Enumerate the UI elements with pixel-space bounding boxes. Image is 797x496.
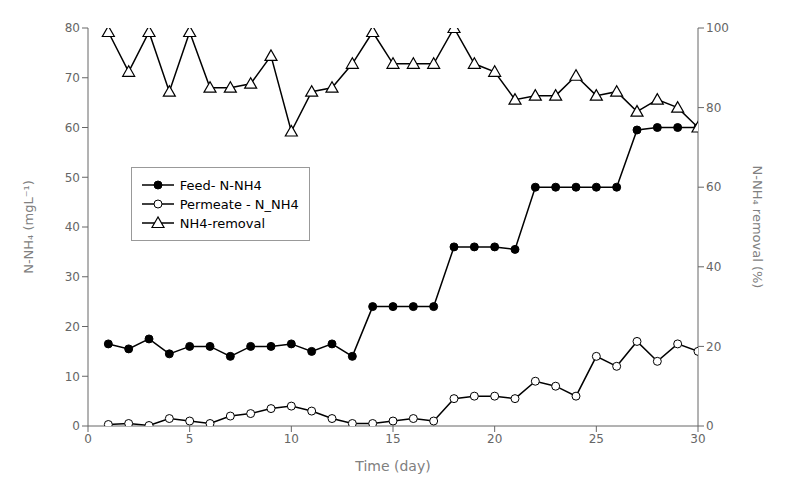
svg-text:60: 60 — [706, 180, 721, 194]
svg-text:5: 5 — [186, 432, 194, 446]
svg-text:100: 100 — [706, 21, 729, 35]
svg-text:60: 60 — [65, 121, 80, 135]
svg-text:70: 70 — [65, 71, 80, 85]
svg-text:20: 20 — [65, 320, 80, 334]
svg-text:30: 30 — [690, 432, 705, 446]
html-text:Feed- N-NH4: Feed- N-NH4 — [179, 177, 262, 193]
svg-text:Time (day): Time (day) — [354, 458, 430, 474]
svg-text:80: 80 — [706, 101, 721, 115]
svg-text:0: 0 — [84, 432, 92, 446]
svg-text:80: 80 — [65, 21, 80, 35]
svg-text:50: 50 — [65, 171, 80, 185]
svg-text:N-NH₄ (mgL⁻¹): N-NH₄ (mgL⁻¹) — [21, 180, 36, 274]
svg-text:0: 0 — [706, 419, 714, 433]
svg-text:20: 20 — [487, 432, 502, 446]
svg-text:20: 20 — [706, 340, 721, 354]
svg-text:25: 25 — [589, 432, 604, 446]
svg-text:30: 30 — [65, 270, 80, 284]
svg-text:15: 15 — [385, 432, 400, 446]
svg-text:40: 40 — [706, 260, 721, 274]
svg-text:10: 10 — [284, 432, 299, 446]
svg-text:0: 0 — [72, 419, 80, 433]
svg-text:40: 40 — [65, 220, 80, 234]
svg-text:N-NH₄ removal (%): N-NH₄ removal (%) — [750, 166, 765, 289]
svg-text:10: 10 — [65, 370, 80, 384]
html-text:Permeate - N_NH4: Permeate - N_NH4 — [179, 196, 299, 212]
html-text:NH4-removal: NH4-removal — [179, 215, 266, 231]
